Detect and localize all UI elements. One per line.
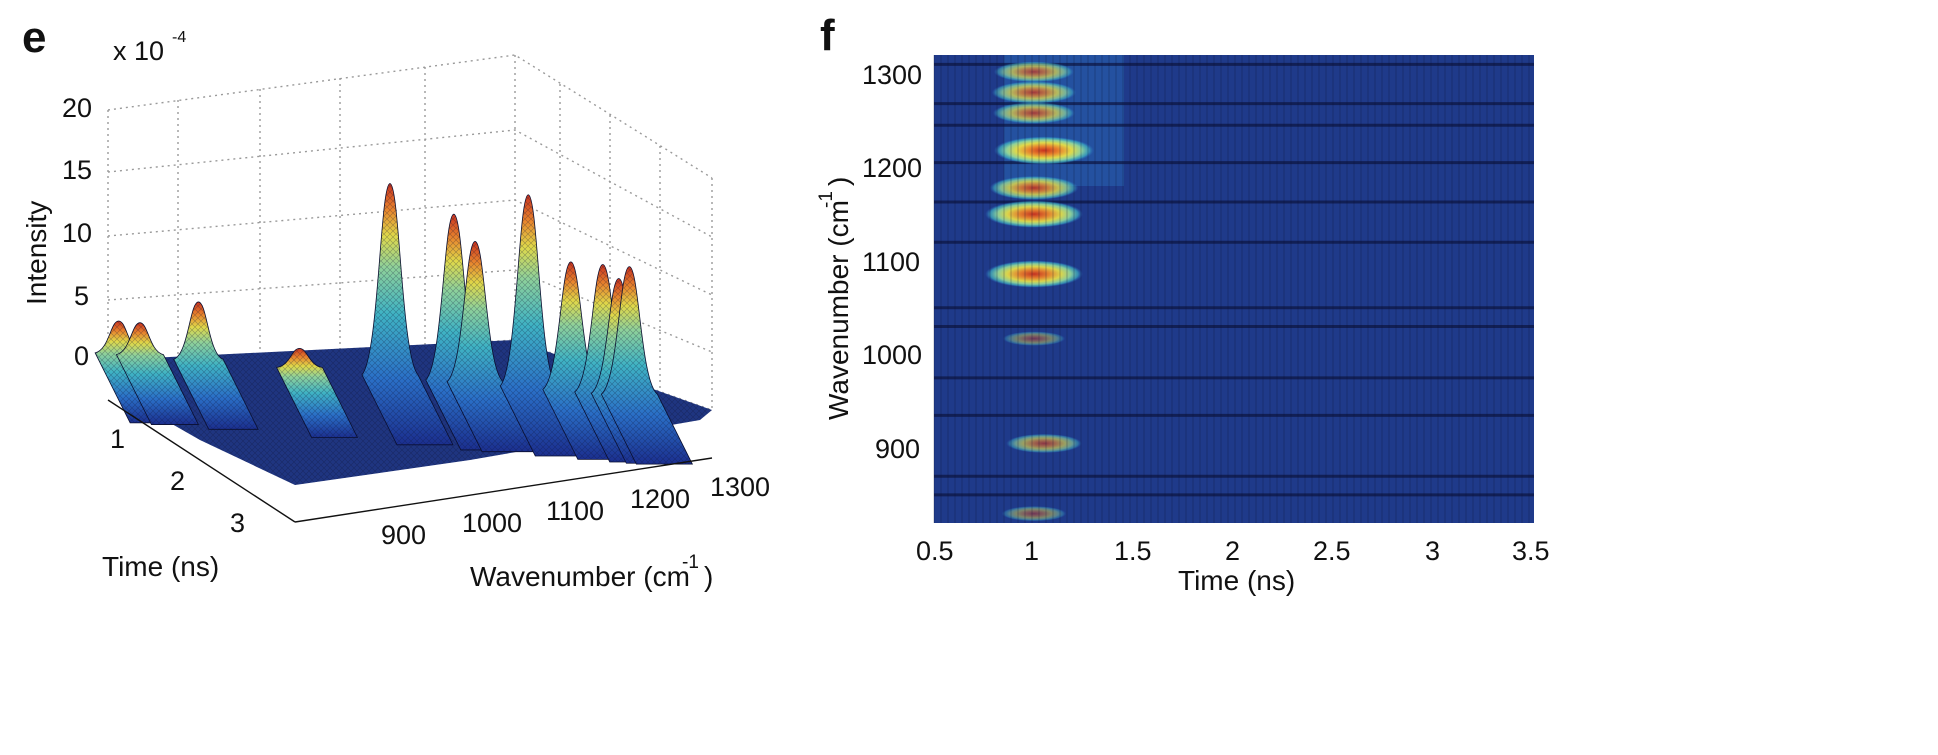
heatmap-hot-spot bbox=[985, 260, 1083, 288]
surface-peak-mesh bbox=[574, 264, 666, 462]
surface-peak-mesh bbox=[601, 266, 693, 465]
z-tick: 10 bbox=[62, 218, 92, 248]
f-y-axis-label-close: ) bbox=[823, 177, 854, 186]
x-axis-label: Wavenumber (cm -1 ) bbox=[470, 552, 713, 592]
heatmap-hot-spot bbox=[1002, 331, 1066, 346]
f-x-tick: 3.5 bbox=[1512, 536, 1550, 566]
heatmap-hot-spot bbox=[985, 200, 1083, 228]
z-tick: 0 bbox=[74, 341, 89, 371]
surface-peak-mesh bbox=[116, 322, 199, 425]
heatmap-hot-spot bbox=[1006, 433, 1082, 454]
x-tick: 1300 bbox=[710, 472, 770, 502]
f-x-axis-label: Time (ns) bbox=[1178, 565, 1295, 596]
surface-peak-mesh bbox=[276, 348, 358, 438]
y-tick: 2 bbox=[170, 466, 185, 496]
exponent-base: x 10 bbox=[113, 36, 164, 66]
surface-peak-mesh bbox=[447, 241, 539, 452]
y-ticks: 1 2 3 bbox=[110, 424, 245, 538]
f-y-tick: 1100 bbox=[862, 247, 920, 277]
f-y-tick: 900 bbox=[875, 434, 920, 464]
heatmap-plot bbox=[933, 55, 1534, 523]
y-axis-label: Time (ns) bbox=[102, 551, 219, 582]
x-axis-label-main: Wavenumber (cm bbox=[470, 561, 690, 592]
panel-label-f: f bbox=[820, 11, 835, 60]
box-front-edges bbox=[107, 399, 713, 523]
f-y-axis-label: Wavenumber (cm -1 ) bbox=[816, 177, 854, 420]
x-axis-label-close: ) bbox=[704, 561, 713, 592]
heatmap-hot-spot bbox=[991, 81, 1077, 104]
f-x-tick: 2.5 bbox=[1313, 536, 1351, 566]
surface-peak-mesh bbox=[425, 214, 517, 450]
heatmap-hot-spot bbox=[993, 61, 1075, 83]
surface-peak-mesh bbox=[173, 301, 259, 430]
surface-plot bbox=[94, 183, 712, 485]
f-x-tick: 0.5 bbox=[916, 536, 954, 566]
surface-peak-mesh bbox=[542, 261, 634, 460]
f-y-tick: 1000 bbox=[862, 340, 922, 370]
exponent-label: x 10 -4 bbox=[113, 29, 186, 66]
y-tick: 1 bbox=[110, 424, 125, 454]
x-axis-label-sup: -1 bbox=[682, 552, 699, 573]
f-x-tick: 1.5 bbox=[1114, 536, 1152, 566]
z-tick: 5 bbox=[74, 281, 89, 311]
x-tick: 1100 bbox=[546, 496, 604, 526]
f-y-axis-label-main: Wavenumber (cm bbox=[823, 200, 854, 420]
f-y-tick: 1300 bbox=[862, 60, 922, 90]
heatmap-hot-spot bbox=[989, 175, 1079, 200]
f-x-ticks: 0.5 1 1.5 2 2.5 3 3.5 bbox=[916, 536, 1550, 566]
f-y-axis-label-sup: -1 bbox=[816, 191, 837, 208]
x-tick: 1200 bbox=[630, 484, 690, 514]
surface-peak-mesh bbox=[361, 183, 453, 445]
heatmap-hot-spot bbox=[994, 136, 1094, 165]
f-x-tick: 2 bbox=[1225, 536, 1240, 566]
x-tick: 1000 bbox=[462, 508, 522, 538]
z-tick: 15 bbox=[62, 155, 92, 185]
z-ticks: 20 15 10 5 0 bbox=[62, 93, 92, 371]
y-tick: 3 bbox=[230, 508, 245, 538]
heatmap-hot-spot bbox=[1001, 506, 1067, 522]
panel-f: f 1300 1200 1100 1000 900 Wavenumber (cm… bbox=[816, 11, 1550, 596]
z-tick: 20 bbox=[62, 93, 92, 123]
panel-label-e: e bbox=[22, 13, 46, 62]
f-y-ticks: 1300 1200 1100 1000 900 bbox=[862, 60, 922, 464]
x-tick: 900 bbox=[381, 520, 426, 550]
f-x-tick: 1 bbox=[1024, 536, 1039, 566]
f-y-tick: 1200 bbox=[862, 153, 922, 183]
exponent-power: -4 bbox=[172, 29, 186, 46]
panel-e: e x 10 -4 bbox=[21, 13, 770, 592]
z-axis-label: Intensity bbox=[21, 201, 52, 305]
surface-peak-mesh bbox=[500, 194, 592, 456]
f-x-tick: 3 bbox=[1425, 536, 1440, 566]
x-ticks: 900 1000 1100 1200 1300 bbox=[381, 472, 770, 550]
heatmap-hot-spot bbox=[992, 102, 1076, 124]
